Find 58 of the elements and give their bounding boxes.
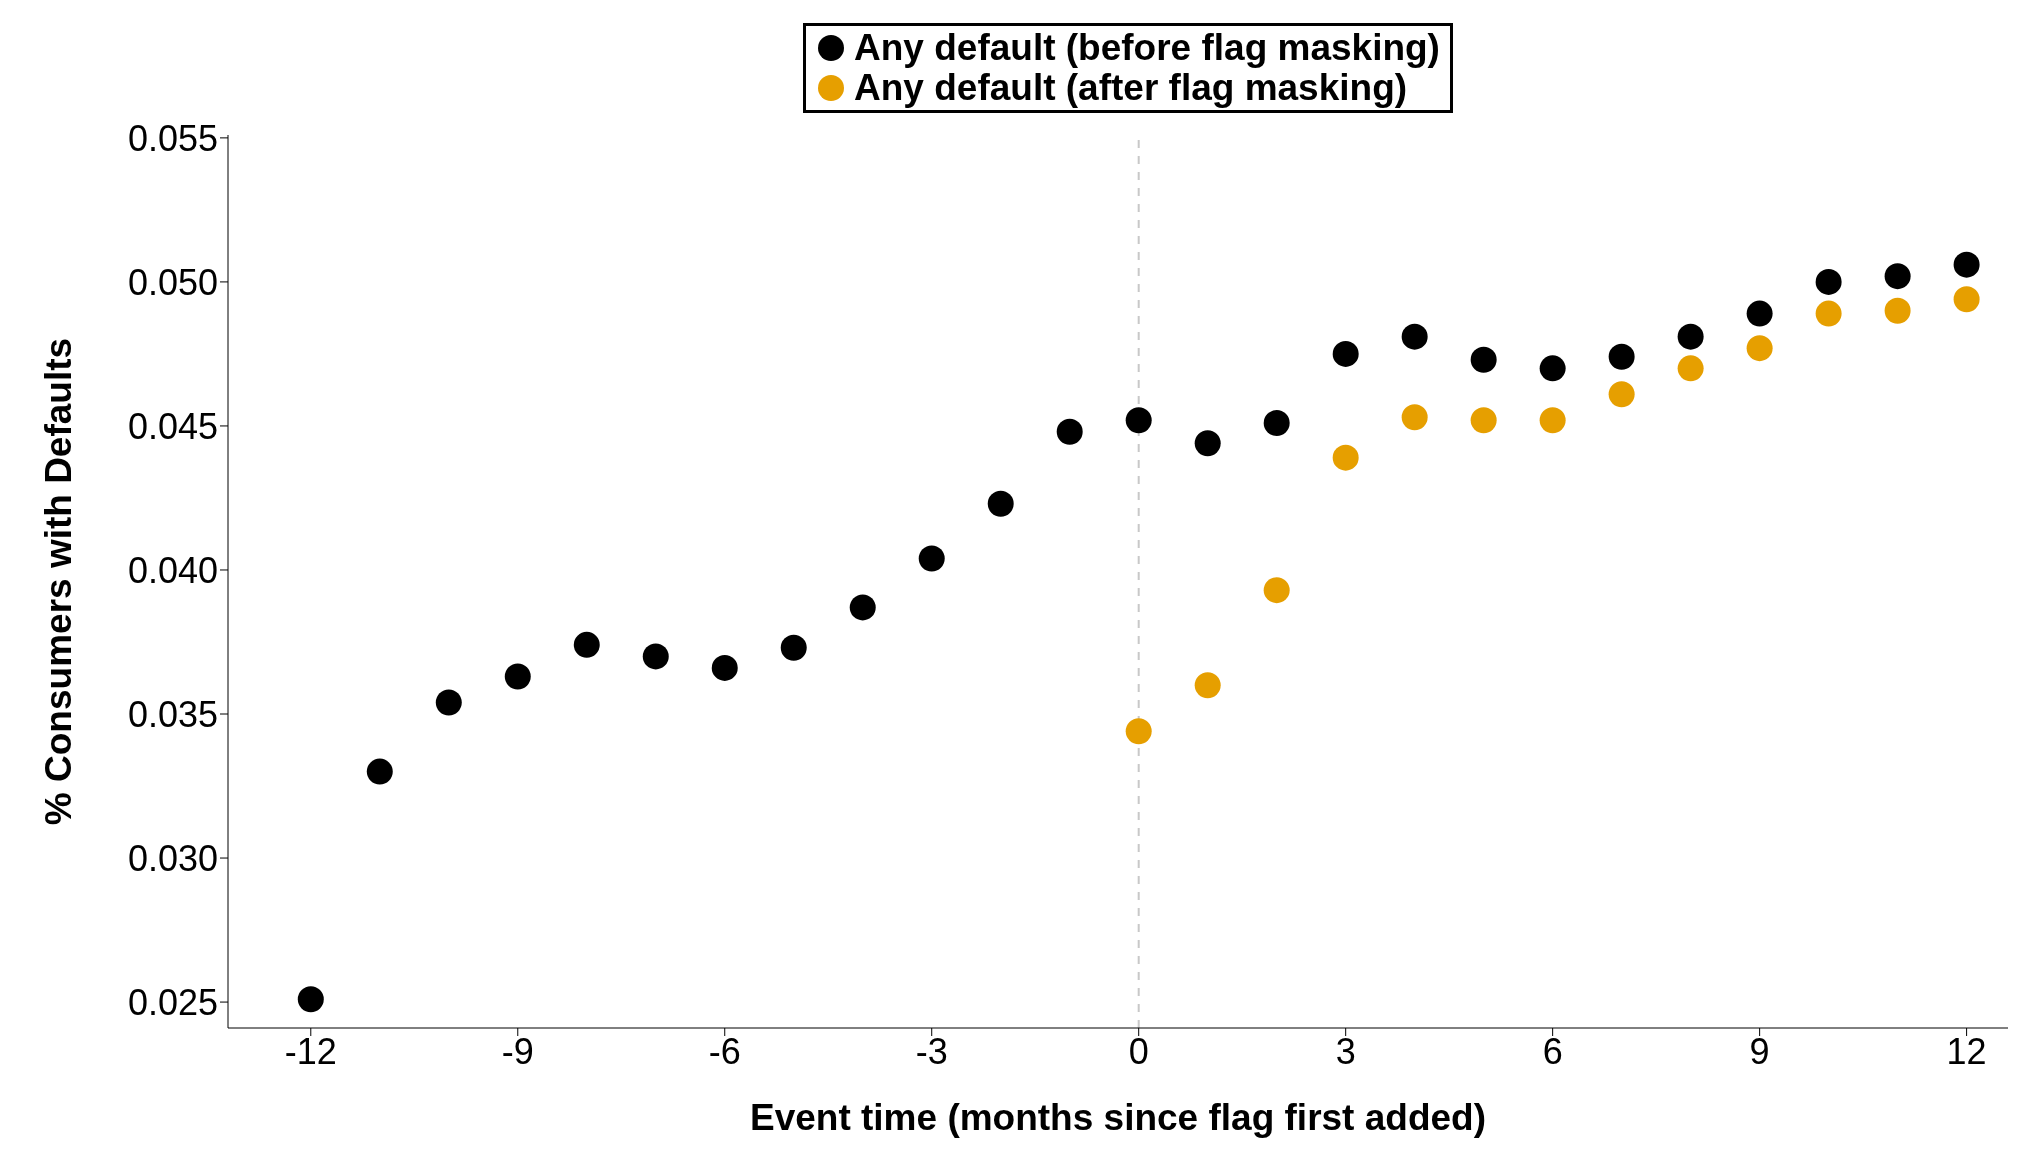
x-tick-label: 12 (1946, 1030, 1987, 1072)
point (1677, 355, 1704, 382)
x-tick-label: 3 (1335, 1030, 1356, 1072)
point (1263, 577, 1290, 604)
y-tick-label: 0.035 (127, 693, 218, 735)
point (1056, 418, 1083, 445)
point (1815, 300, 1842, 327)
point (1263, 410, 1290, 437)
point (297, 986, 324, 1013)
point (366, 758, 393, 785)
point (435, 689, 462, 716)
y-tick-label: 0.025 (127, 981, 218, 1023)
point (1815, 268, 1842, 295)
point (1746, 300, 1773, 327)
point (1746, 335, 1773, 362)
y-tick-label: 0.030 (127, 837, 218, 879)
y-tick-label: 0.050 (127, 261, 218, 303)
point (1332, 340, 1359, 367)
point (642, 643, 669, 670)
point (1125, 718, 1152, 745)
point (1608, 381, 1635, 408)
legend-label: Any default (after flag masking) (854, 67, 1408, 108)
x-tick-label: -12 (284, 1030, 337, 1072)
point (1884, 263, 1911, 290)
point (1125, 407, 1152, 434)
point (1401, 323, 1428, 350)
y-axis-title: % Consumers with Defaults (38, 337, 80, 826)
point (1539, 407, 1566, 434)
x-tick-label: 0 (1128, 1030, 1149, 1072)
point (780, 634, 807, 661)
x-tick-label: -9 (501, 1030, 534, 1072)
point (987, 490, 1014, 517)
point (1884, 297, 1911, 324)
point (1539, 355, 1566, 382)
y-tick-label: 0.040 (127, 549, 218, 591)
point (573, 631, 600, 658)
x-tick-label: -6 (708, 1030, 741, 1072)
point (849, 594, 876, 621)
y-tick-label: 0.045 (127, 405, 218, 447)
point (1470, 346, 1497, 373)
point (1332, 444, 1359, 471)
x-tick-label: -3 (915, 1030, 948, 1072)
legend-label: Any default (before flag masking) (854, 27, 1440, 68)
point (1677, 323, 1704, 350)
point (1194, 672, 1221, 699)
point (1401, 404, 1428, 431)
point (1608, 343, 1635, 370)
point (918, 545, 945, 572)
y-tick-label: 0.055 (127, 117, 218, 159)
x-tick-label: 9 (1749, 1030, 1770, 1072)
point (1953, 286, 1980, 313)
x-tick-label: 6 (1542, 1030, 1563, 1072)
point (711, 654, 738, 681)
point (504, 663, 531, 690)
x-axis-title: Event time (months since flag first added) (749, 1097, 1487, 1138)
point (1194, 430, 1221, 457)
point (1953, 251, 1980, 278)
point (1470, 407, 1497, 434)
